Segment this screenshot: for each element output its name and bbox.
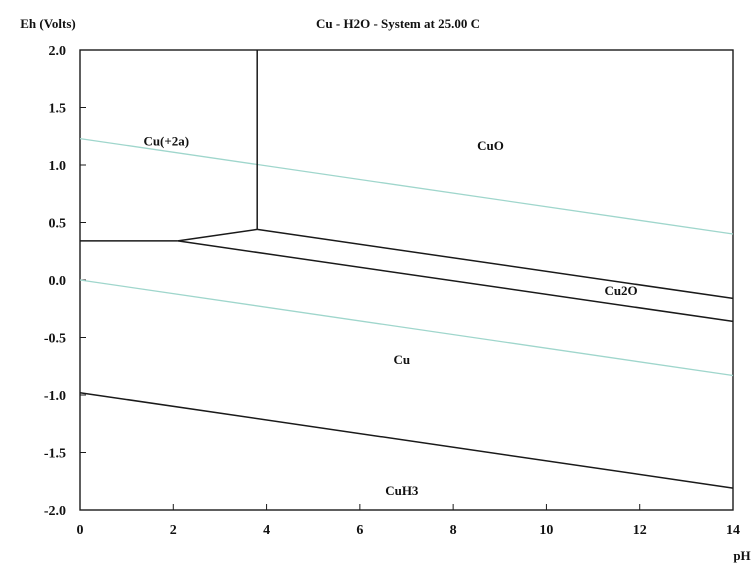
y-tick-label: -2.0 <box>44 504 66 519</box>
x-tick-label: 10 <box>539 523 553 538</box>
x-tick-label: 6 <box>356 523 363 538</box>
y-tick-label: 1.5 <box>49 102 67 117</box>
x-tick-label: 0 <box>77 523 84 538</box>
x-tick-label: 4 <box>263 523 270 538</box>
region-label: Cu2O <box>604 283 637 298</box>
phase-boundary-line <box>257 228 734 300</box>
x-tick-label: 2 <box>170 523 177 538</box>
phase-boundary-line <box>79 391 734 489</box>
x-tick-label: 14 <box>726 523 740 538</box>
y-tick-label: -1.0 <box>44 389 66 404</box>
y-tick-label: 0.5 <box>49 217 67 232</box>
y-tick-label: -0.5 <box>44 332 66 347</box>
phase-boundary-line <box>177 228 258 242</box>
chart-title: Cu - H2O - System at 25.00 C <box>316 16 480 31</box>
phase-boundaries <box>79 50 734 489</box>
y-axis-label: Eh (Volts) <box>20 16 76 31</box>
y-tick-label: 0.0 <box>49 274 67 289</box>
region-label: CuH3 <box>385 483 419 498</box>
y-tick-label: 1.0 <box>49 159 67 174</box>
water-stability-line <box>79 279 734 377</box>
water-stability-line <box>79 137 734 235</box>
x-axis-label: pH <box>733 548 750 563</box>
y-tick-label: -1.5 <box>44 447 66 462</box>
region-label: Cu <box>394 352 411 367</box>
x-tick-label: 8 <box>450 523 457 538</box>
x-tick-label: 12 <box>633 523 647 538</box>
region-label: CuO <box>477 138 504 153</box>
x-axis-ticks: 0 2 4 6 8 10 12 14 <box>77 504 740 538</box>
phase-boundary-line <box>177 240 734 323</box>
region-label: Cu(+2a) <box>143 133 189 148</box>
y-tick-label: 2.0 <box>49 44 67 59</box>
region-labels: Cu(+2a) CuO Cu2O Cu CuH3 <box>143 133 637 498</box>
